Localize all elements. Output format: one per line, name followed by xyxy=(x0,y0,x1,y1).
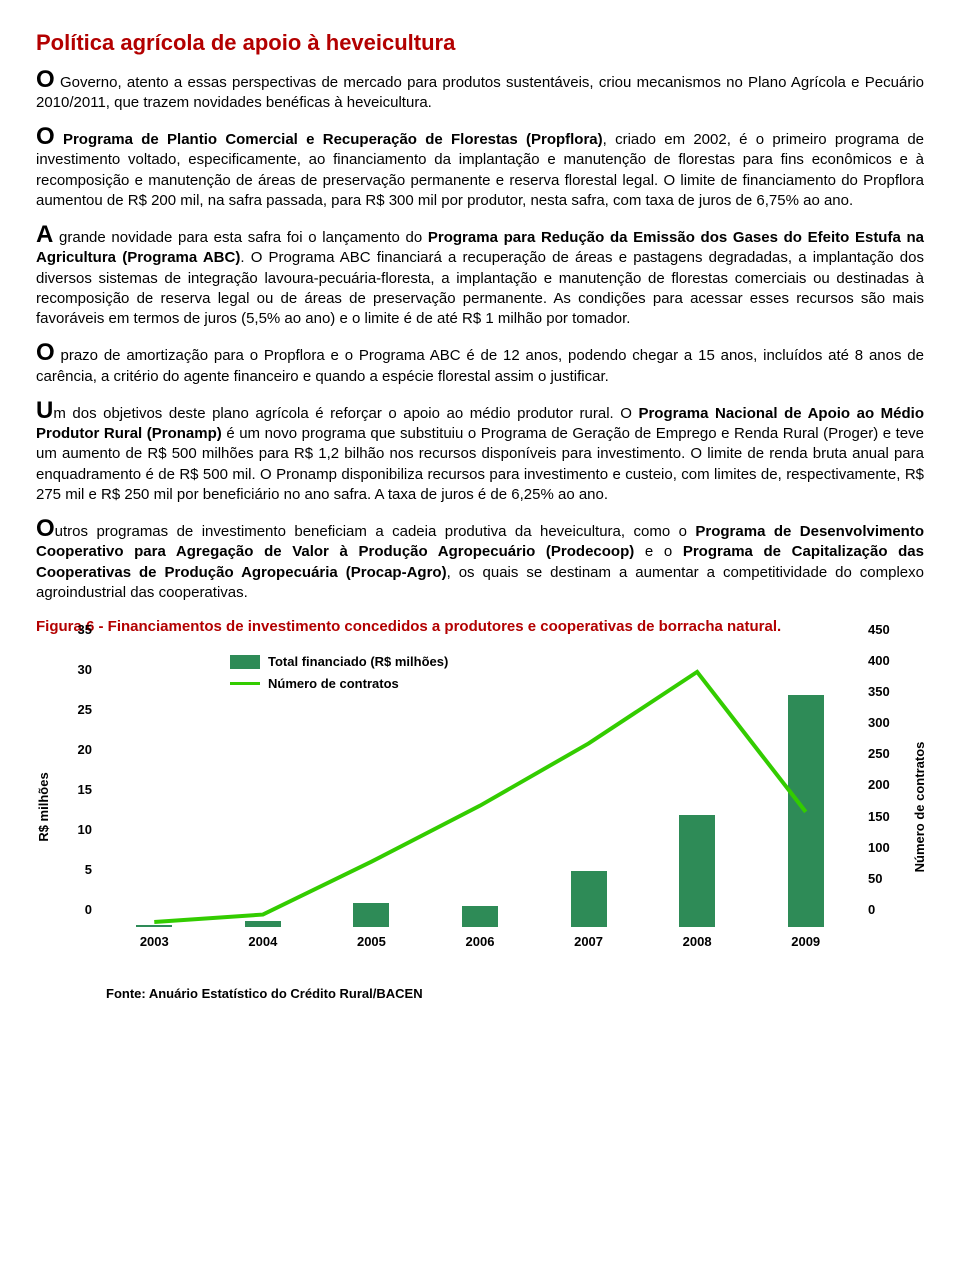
y-left-tick: 20 xyxy=(66,741,96,759)
y-left-tick: 10 xyxy=(66,821,96,839)
x-axis-label: 2004 xyxy=(248,933,277,951)
y-left-tick: 35 xyxy=(66,621,96,639)
x-axis-label: 2006 xyxy=(466,933,495,951)
p6-mid: e o xyxy=(634,543,683,560)
x-axis-labels: 2003 2004 2005 2006 2007 2008 2009 xyxy=(100,933,860,953)
page-title: Política agrícola de apoio à heveicultur… xyxy=(36,28,924,58)
x-axis-label: 2008 xyxy=(683,933,712,951)
y-right-tick: 50 xyxy=(864,870,894,888)
y-left-tick: 25 xyxy=(66,701,96,719)
x-axis-label: 2003 xyxy=(140,933,169,951)
y-right-tick: 150 xyxy=(864,808,894,826)
p5-pre: m dos objetivos deste plano agrícola é r… xyxy=(53,405,638,422)
y-left-axis-label: R$ milhões xyxy=(35,773,53,842)
y-right-tick: 300 xyxy=(864,714,894,732)
p1-text: Governo, atento a essas perspectivas de … xyxy=(36,74,924,111)
x-axis-label: 2007 xyxy=(574,933,603,951)
paragraph-6: Outros programas de investimento benefic… xyxy=(36,517,924,603)
y-right-axis-label: Número de contratos xyxy=(911,742,929,873)
figure-source: Fonte: Anuário Estatístico do Crédito Ru… xyxy=(106,985,924,1003)
y-left-tick: 15 xyxy=(66,781,96,799)
y-right-tick: 450 xyxy=(864,621,894,639)
paragraph-1: O Governo, atento a essas perspectivas d… xyxy=(36,68,924,114)
y-right-tick: 350 xyxy=(864,683,894,701)
y-right-ticks: 050100150200250300350400450 xyxy=(864,647,894,927)
y-right-tick: 200 xyxy=(864,777,894,795)
paragraph-5: Um dos objetivos deste plano agrícola é … xyxy=(36,399,924,505)
y-left-ticks: 05101520253035 xyxy=(66,647,96,927)
x-axis-label: 2005 xyxy=(357,933,386,951)
plot-area: Total financiado (R$ milhões) Número de … xyxy=(100,647,860,927)
y-left-tick: 0 xyxy=(66,901,96,919)
y-right-tick: 400 xyxy=(864,652,894,670)
y-right-tick: 100 xyxy=(864,839,894,857)
x-axis-label: 2009 xyxy=(791,933,820,951)
line-path xyxy=(154,672,805,922)
paragraph-2: O Programa de Plantio Comercial e Recupe… xyxy=(36,125,924,211)
line-svg xyxy=(100,647,860,927)
y-left-tick: 30 xyxy=(66,661,96,679)
paragraph-4: O prazo de amortização para o Propflora … xyxy=(36,341,924,387)
p4-text: prazo de amortização para o Propflora e … xyxy=(36,347,924,384)
p3-pre: grande novidade para esta safra foi o la… xyxy=(53,229,428,246)
p6-pre: utros programas de investimento benefici… xyxy=(55,523,696,540)
y-left-tick: 5 xyxy=(66,861,96,879)
chart: R$ milhões Número de contratos 051015202… xyxy=(66,647,894,967)
figure-caption: Figura 6 - Financiamentos de investiment… xyxy=(36,617,924,637)
p2-bold: Programa de Plantio Comercial e Recupera… xyxy=(63,131,603,148)
y-right-tick: 0 xyxy=(864,901,894,919)
y-right-tick: 250 xyxy=(864,746,894,764)
paragraph-3: A grande novidade para esta safra foi o … xyxy=(36,223,924,329)
